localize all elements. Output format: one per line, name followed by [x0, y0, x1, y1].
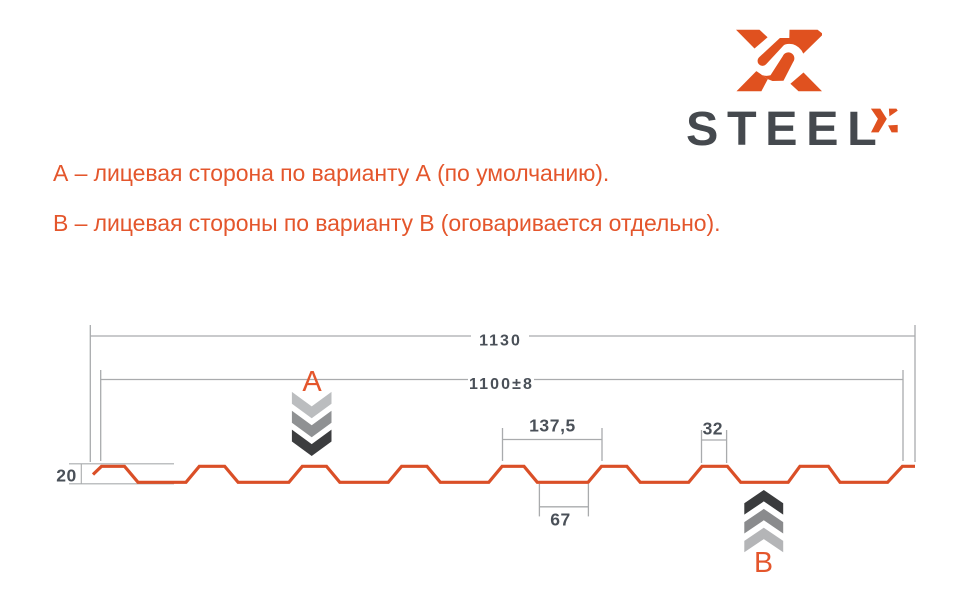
svg-text:67: 67 [550, 510, 570, 530]
svg-text:32: 32 [703, 418, 723, 438]
svg-text:1100±8: 1100±8 [469, 376, 534, 393]
svg-text:137,5: 137,5 [529, 416, 576, 436]
svg-text:20: 20 [56, 466, 76, 486]
svg-text:B: B [754, 547, 773, 579]
svg-text:1130: 1130 [479, 333, 522, 350]
svg-text:A: A [302, 366, 322, 398]
